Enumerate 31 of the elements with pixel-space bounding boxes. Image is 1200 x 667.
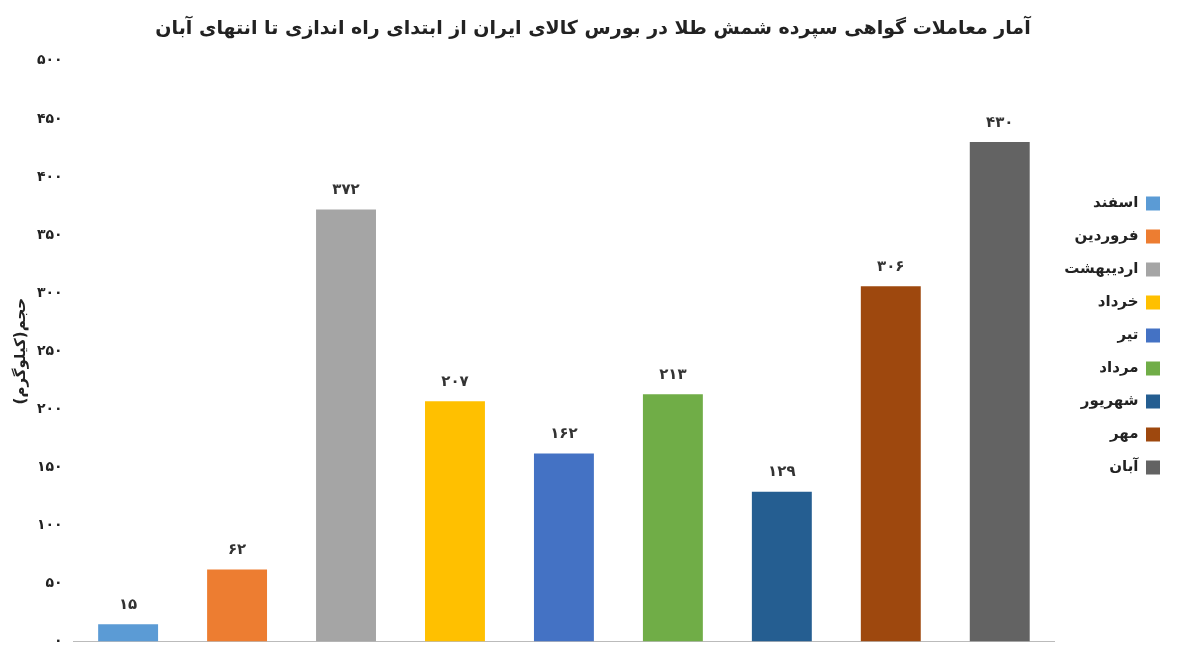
data-label: ۲۱۳ bbox=[659, 364, 687, 383]
data-label: ۱۲۹ bbox=[768, 462, 796, 481]
legend-label: تیر bbox=[1116, 325, 1139, 344]
y-axis-title: حجم(کیلوگرم) bbox=[10, 297, 29, 405]
y-tick-label: ۵۰۰ bbox=[36, 51, 63, 68]
legend-label: مهر bbox=[1108, 424, 1139, 443]
data-label: ۴۳۰ bbox=[986, 112, 1014, 131]
y-tick-label: ۵۰ bbox=[45, 574, 63, 591]
data-label: ۱۶۲ bbox=[550, 423, 578, 442]
y-tick-label: ۳۵۰ bbox=[36, 225, 63, 242]
data-label: ۳۰۶ bbox=[877, 256, 905, 275]
chart-title: آمار معاملات گواهی سپرده شمش طلا در بورس کالای ایران از ابتدای راه اندازی تا انتهای آبان bbox=[155, 15, 1032, 40]
data-label: ۳۷۲ bbox=[332, 179, 360, 198]
legend-label: خرداد bbox=[1097, 292, 1139, 311]
y-tick-label: ۴۰۰ bbox=[36, 167, 63, 184]
data-label: ۲۰۷ bbox=[441, 371, 469, 390]
y-tick-label: ۴۵۰ bbox=[36, 109, 63, 126]
data-label: ۶۲ bbox=[227, 539, 247, 558]
legend-label: شهریور bbox=[1079, 391, 1139, 410]
legend-label: اردیبهشت bbox=[1064, 259, 1139, 278]
legend-label: مرداد bbox=[1099, 358, 1139, 377]
y-tick-label: ۲۵۰ bbox=[36, 341, 63, 358]
y-tick-label: ۱۰۰ bbox=[36, 516, 63, 533]
y-tick-label: ۱۵۰ bbox=[36, 458, 63, 474]
y-tick-label: ۳۰۰ bbox=[36, 283, 63, 300]
legend-label: فروردین bbox=[1074, 226, 1139, 245]
data-label: ۱۵ bbox=[118, 594, 138, 613]
y-tick-label: ۰ bbox=[54, 632, 63, 649]
y-tick-label: ۲۰۰ bbox=[36, 399, 63, 416]
legend-label: اسفند bbox=[1093, 193, 1139, 212]
legend-label: آبان bbox=[1109, 457, 1140, 476]
